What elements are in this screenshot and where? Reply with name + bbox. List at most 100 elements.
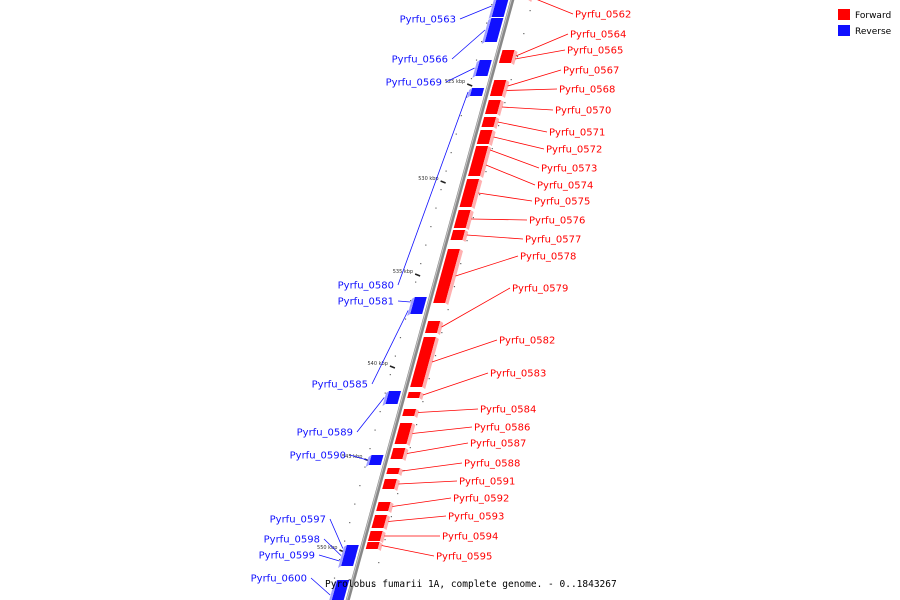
reverse-gene-label[interactable]: Pyrfu_0600 — [251, 574, 307, 585]
gene-bevel — [481, 18, 492, 44]
legend-forward-label: Forward — [855, 11, 891, 21]
forward-gene-label[interactable]: Pyrfu_0591 — [459, 477, 515, 488]
forward-gene-label[interactable]: Pyrfu_0592 — [453, 494, 509, 505]
track-dot — [422, 401, 424, 403]
reverse-gene-label[interactable]: Pyrfu_0597 — [270, 515, 326, 526]
forward-gene-label[interactable]: Pyrfu_0583 — [490, 369, 546, 380]
reverse-gene-feature — [331, 580, 350, 600]
gene-bevel — [398, 468, 403, 476]
track-dot — [523, 33, 525, 35]
gene-bevel — [329, 580, 338, 600]
forward-gene-feature — [376, 502, 391, 511]
forward-gene-label[interactable]: Pyrfu_0595 — [436, 552, 492, 563]
track-dot — [491, 4, 493, 6]
gene-leader-line — [515, 49, 566, 60]
track-dot — [349, 522, 351, 524]
gene-leader-line — [445, 67, 475, 83]
gene-leader-line — [329, 518, 344, 549]
gene-bevel — [471, 179, 483, 209]
track-dot — [450, 152, 452, 154]
track-dot — [485, 171, 487, 173]
forward-gene-label[interactable]: Pyrfu_0571 — [549, 128, 605, 139]
forward-gene-label[interactable]: Pyrfu_0578 — [520, 252, 576, 263]
gene-bevel — [365, 455, 372, 467]
track-dot — [420, 263, 422, 265]
reverse-gene-label[interactable]: Pyrfu_0589 — [297, 428, 353, 439]
track-dot — [428, 378, 430, 380]
reverse-gene-label[interactable]: Pyrfu_0566 — [392, 55, 448, 66]
forward-gene-label[interactable]: Pyrfu_0575 — [534, 197, 590, 208]
forward-gene-label[interactable]: Pyrfu_0567 — [563, 66, 619, 77]
genome-backbone — [345, 0, 515, 600]
track-dot — [333, 577, 336, 579]
gene-bevel — [501, 85, 508, 98]
forward-gene-label[interactable]: Pyrfu_0565 — [567, 46, 623, 57]
track-dot — [453, 286, 456, 288]
gene-leader-line — [392, 497, 452, 507]
forward-gene-label[interactable]: Pyrfu_0564 — [570, 30, 626, 41]
track-dot — [374, 429, 376, 431]
forward-gene-label[interactable]: Pyrfu_0577 — [525, 235, 581, 246]
scale-tick-mark — [414, 273, 421, 277]
track-dot — [416, 424, 418, 426]
track-dot — [430, 226, 432, 228]
forward-gene-label[interactable]: Pyrfu_0576 — [529, 216, 585, 227]
reverse-gene-label[interactable]: Pyrfu_0598 — [264, 535, 320, 546]
track-dot — [390, 516, 392, 518]
forward-gene-label[interactable]: Pyrfu_0562 — [575, 10, 631, 21]
reverse-gene-label[interactable]: Pyrfu_0585 — [312, 380, 368, 391]
forward-gene-label[interactable]: Pyrfu_0584 — [480, 405, 536, 416]
reverse-gene-feature — [412, 297, 427, 307]
forward-gene-label[interactable]: Pyrfu_0588 — [464, 459, 520, 470]
forward-gene-label[interactable]: Pyrfu_0593 — [448, 512, 504, 523]
forward-gene-label[interactable]: Pyrfu_0572 — [546, 145, 602, 156]
track-dot — [384, 539, 386, 541]
reverse-gene-feature — [385, 391, 402, 404]
forward-gene-label[interactable]: Pyrfu_0582 — [499, 336, 555, 347]
forward-gene-label[interactable]: Pyrfu_0573 — [541, 164, 597, 175]
gene-bevel — [341, 545, 347, 554]
track-dot — [466, 240, 468, 242]
gene-leader-line — [371, 310, 409, 385]
gene-bevel — [510, 55, 517, 65]
scale-tick-label: 550 kbp — [317, 545, 337, 551]
gene-leader-line — [431, 339, 498, 363]
track-dot — [455, 133, 457, 135]
forward-gene-feature — [382, 479, 397, 489]
reverse-gene-feature — [344, 545, 359, 552]
track-dot — [384, 392, 386, 394]
reverse-gene-label[interactable]: Pyrfu_0581 — [338, 297, 394, 308]
gene-leader-line — [459, 5, 492, 20]
forward-gene-label[interactable]: Pyrfu_0570 — [555, 106, 611, 117]
reverse-gene-label[interactable]: Pyrfu_0590 — [290, 451, 346, 462]
gene-features — [329, 0, 532, 600]
forward-gene-feature — [407, 392, 421, 398]
reverse-gene-label[interactable]: Pyrfu_0569 — [386, 78, 442, 89]
forward-gene-label[interactable]: Pyrfu_0586 — [474, 423, 530, 434]
scale-tick-label: 540 kbp — [368, 361, 388, 367]
track-dot — [481, 41, 483, 43]
gene-bevel — [422, 337, 439, 389]
reverse-gene-feature — [469, 88, 485, 96]
legend-forward-swatch — [838, 9, 850, 20]
reverse-gene-label[interactable]: Pyrfu_0580 — [338, 281, 394, 292]
gene-bevel — [419, 392, 424, 400]
forward-gene-label[interactable]: Pyrfu_0587 — [470, 439, 526, 450]
track-dot — [338, 559, 341, 561]
gene-bevel — [377, 542, 383, 551]
gene-leader-line — [356, 397, 385, 433]
gene-leader-line — [489, 149, 540, 169]
reverse-gene-label[interactable]: Pyrfu_0599 — [259, 551, 315, 562]
forward-gene-label[interactable]: Pyrfu_0594 — [442, 532, 498, 543]
forward-gene-label[interactable]: Pyrfu_0568 — [559, 85, 615, 96]
genome-caption: Pyrolobus fumarii 1A, complete genome. -… — [325, 579, 617, 590]
reverse-gene-label[interactable]: Pyrfu_0563 — [400, 15, 456, 26]
forward-gene-label[interactable]: Pyrfu_0574 — [537, 181, 593, 192]
forward-gene-feature — [410, 337, 436, 387]
gene-leader-line — [397, 91, 469, 286]
gene-bevel — [407, 307, 413, 316]
gene-leader-line — [537, 0, 574, 15]
forward-gene-label[interactable]: Pyrfu_0579 — [512, 284, 568, 295]
track-dot — [354, 503, 356, 505]
